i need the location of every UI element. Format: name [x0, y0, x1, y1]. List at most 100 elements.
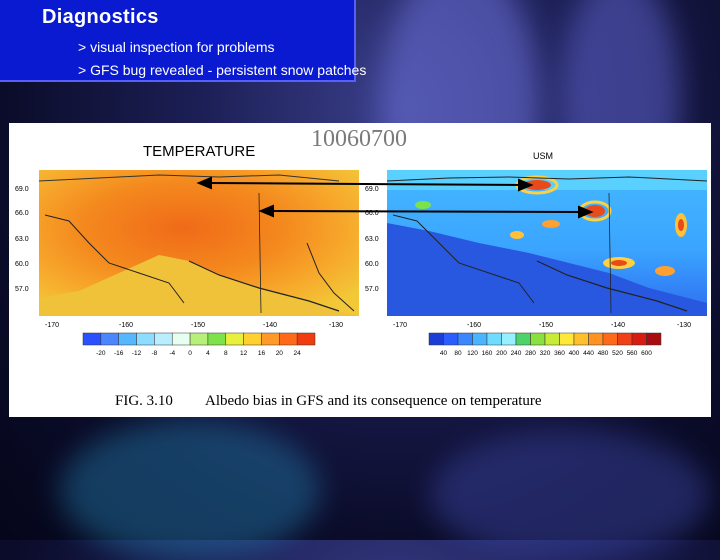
colorbar-swatch [486, 332, 502, 346]
colorbar-tick-label: -20 [96, 350, 106, 357]
lat-label: 63.0 [365, 236, 379, 243]
lat-label: 66.0 [15, 210, 29, 217]
temperature-map [38, 170, 359, 316]
colorbar-swatch [118, 332, 137, 346]
colorbar-swatch [171, 332, 191, 346]
colorbar-swatch [261, 332, 280, 346]
colorbar-tick-label: 480 [598, 350, 609, 357]
comparison-arrows [196, 176, 594, 219]
colorbar-tick-label: 24 [294, 350, 302, 357]
double-arrow [208, 182, 522, 186]
colorbar-tick-label: 160 [482, 350, 493, 357]
colorbar-tick-label: 16 [258, 350, 266, 357]
colorbar-swatch [472, 332, 488, 346]
lon-label: -170 [393, 322, 407, 329]
lat-label: 57.0 [365, 286, 379, 293]
bullet-visual-inspection: > visual inspection for problems [78, 39, 275, 55]
colorbar-swatch [279, 332, 298, 346]
colorbar-tick-label: 40 [440, 350, 448, 357]
colorbar-swatch [617, 332, 633, 346]
colorbar-tick-label: 0 [188, 350, 192, 357]
lat-label: 66.0 [365, 210, 379, 217]
lon-label: -160 [467, 322, 481, 329]
bullet-gfs-bug: > GFS bug revealed - persistent snow pat… [78, 62, 367, 78]
arrow-head-right [578, 205, 594, 219]
background-light-streak [430, 430, 710, 560]
colorbar-swatch [296, 332, 316, 346]
colorbar-tick-label: -8 [151, 350, 157, 357]
left-panel-title: TEMPERATURE [143, 143, 255, 160]
colorbar-swatch [154, 332, 173, 346]
colorbar-swatch [646, 332, 662, 346]
lon-label: -140 [263, 322, 277, 329]
lat-label: 69.0 [15, 186, 29, 193]
lon-label: -170 [45, 322, 59, 329]
colorbar-swatch [207, 332, 227, 346]
figure-caption-text: Albedo bias in GFS and its consequence o… [205, 393, 542, 409]
usm-colorbar: 40 80 120 160 200 240 280 320 360 400 440 480 520 560… [428, 332, 662, 357]
colorbar-tick-label: 400 [569, 350, 580, 357]
colorbar-swatch [457, 332, 473, 346]
colorbar-tick-label: 320 [540, 350, 551, 357]
colorbar-swatch [530, 332, 546, 346]
colorbar-tick-label: 8 [224, 350, 228, 357]
lon-label: -130 [677, 322, 691, 329]
colorbar-swatch [225, 332, 244, 346]
usm-map [386, 170, 708, 316]
colorbar-tick-label: 280 [525, 350, 536, 357]
lat-label: 69.0 [365, 186, 379, 193]
colorbar-swatch [559, 332, 575, 346]
colorbar-swatch [631, 332, 647, 346]
lon-label: -160 [119, 322, 133, 329]
right-panel-title: USM [533, 151, 553, 161]
lat-label: 60.0 [365, 261, 379, 268]
lat-label: 60.0 [15, 261, 29, 268]
title-box: Diagnostics > visual inspection for prob… [0, 0, 366, 82]
arrow-head-right [518, 178, 534, 192]
figure-panel: TEMPERATURE 10060700 USM 69.0 66.0 63.0 … [9, 123, 711, 417]
lon-label: -130 [329, 322, 343, 329]
colorbar-tick-label: 600 [641, 350, 652, 357]
double-arrow [270, 210, 582, 213]
colorbar-swatch [515, 332, 531, 346]
colorbar-swatch [243, 332, 262, 346]
colorbar-swatch [428, 332, 444, 346]
colorbar-tick-label: 240 [511, 350, 522, 357]
colorbar-swatch [443, 332, 459, 346]
colorbar-swatch [501, 332, 517, 346]
colorbar-tick-label: 560 [627, 350, 638, 357]
lon-label: -150 [191, 322, 205, 329]
colorbar-swatch [588, 332, 604, 346]
lon-label: -150 [539, 322, 553, 329]
colorbar-tick-label: -4 [169, 350, 175, 357]
colorbar-tick-label: 200 [496, 350, 507, 357]
colorbar-swatch [573, 332, 589, 346]
slide-title: Diagnostics [42, 6, 159, 28]
colorbar-swatch [602, 332, 618, 346]
lat-label: 63.0 [15, 236, 29, 243]
colorbar-tick-label: 4 [206, 350, 210, 357]
temperature-colorbar: -20 -16 -12 -8 -4 0 4 8 12 16 20 24 [82, 332, 316, 357]
colorbar-tick-label: 520 [612, 350, 623, 357]
colorbar-tick-label: 360 [554, 350, 565, 357]
lat-label: 57.0 [15, 286, 29, 293]
lon-label: -140 [611, 322, 625, 329]
colorbar-swatch [189, 332, 209, 346]
colorbar-tick-label: 12 [240, 350, 248, 357]
colorbar-tick-label: 440 [583, 350, 594, 357]
colorbar-tick-label: 80 [454, 350, 462, 357]
colorbar-swatch [136, 332, 155, 346]
colorbar-swatch [100, 332, 119, 346]
figure-caption-label: FIG. 3.10 [115, 393, 173, 409]
arrow-head-left [258, 204, 274, 218]
colorbar-tick-label: -16 [114, 350, 124, 357]
colorbar-tick-label: 120 [467, 350, 478, 357]
colorbar-swatch [82, 332, 102, 346]
arrow-head-left [196, 176, 212, 190]
colorbar-swatch [544, 332, 560, 346]
colorbar-tick-label: -12 [132, 350, 142, 357]
background-light-streak [60, 420, 320, 560]
figure-graphic: TEMPERATURE 10060700 USM 69.0 66.0 63.0 … [15, 126, 708, 409]
colorbar-tick-label: 20 [276, 350, 284, 357]
date-code: 10060700 [311, 126, 407, 152]
